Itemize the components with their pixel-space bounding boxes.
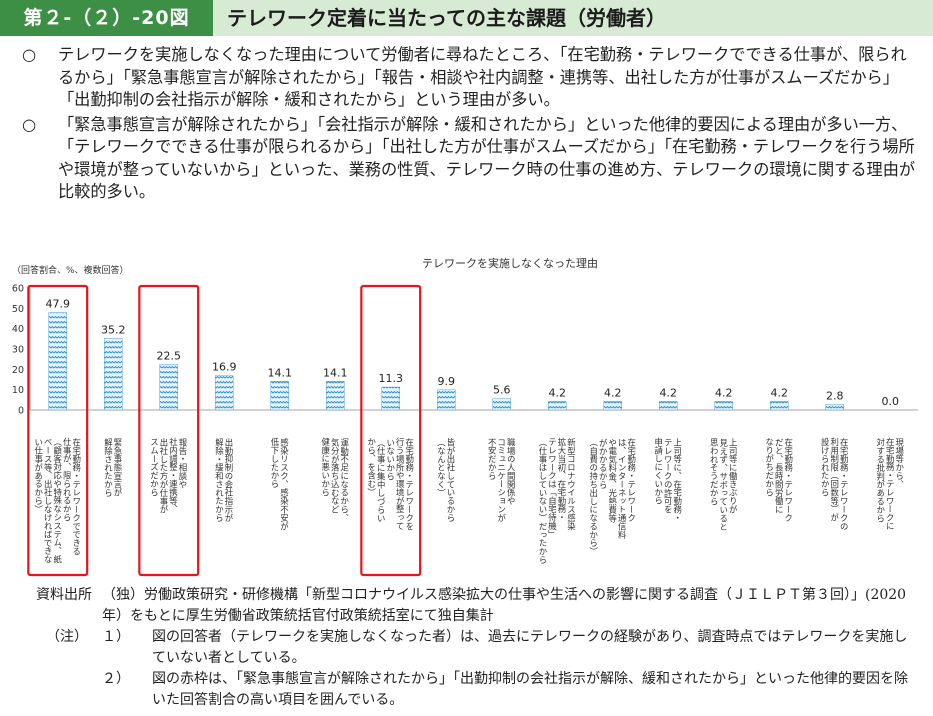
figure-title: テレワーク定着に当たっての主な課題（労働者） xyxy=(213,0,933,36)
value-label: 22.5 xyxy=(157,349,182,362)
value-label: 4.2 xyxy=(771,386,789,399)
bar xyxy=(381,386,400,411)
value-label: 14.1 xyxy=(323,366,348,379)
unit-note: （回答割合、%、複数回答） xyxy=(12,264,129,276)
note-row: ２） 図の赤枠は、「緊急事態宣言が解除されたから」「出勤抑制の会社指示が解除、緩… xyxy=(36,669,916,711)
category-label: 在宅勤務・テレワークの利用制限（回数等）が設けられたから xyxy=(820,437,849,530)
value-label: 5.6 xyxy=(493,384,511,397)
note-row: （注） １） 図の回答者（テレワークを実施しなくなった者）は、過去にテレワークの… xyxy=(36,627,916,669)
bar xyxy=(104,338,123,411)
highlight-box xyxy=(360,284,422,577)
bar xyxy=(215,375,234,411)
value-label: 35.2 xyxy=(101,323,126,336)
bar xyxy=(659,401,678,411)
source-text: （独）労働政策研究・研修機構「新型コロナウイルス感染拡大の仕事や生活への影響に関… xyxy=(102,587,907,624)
category-label: 感染リスク、感染不安が低下したから xyxy=(270,437,290,530)
value-label: 9.9 xyxy=(438,375,456,388)
bar xyxy=(714,401,733,411)
y-tick-label: 20 xyxy=(12,365,24,376)
bullet-item: ○ 「緊急事態宣言が解除されたから」「会社指示が解除・緩和されたから」といった他… xyxy=(22,114,917,204)
category-label: 報告・相談や社内調整・連携等、出社した方が仕事がスムーズだから xyxy=(150,437,189,513)
category-label: 在宅勤務・テレワークでできる仕事が、限られるから（顧客対応や特殊なシステム、紙ベ… xyxy=(34,437,82,564)
source-row: 資料出所 （独）労働政策研究・研修機構「新型コロナウイルス感染拡大の仕事や生活へ… xyxy=(36,585,916,627)
chart-title: テレワークを実施しなくなった理由 xyxy=(422,256,598,270)
source-head: 資料出所 xyxy=(36,587,92,603)
y-tick-label: 60 xyxy=(12,284,24,295)
bar xyxy=(770,401,789,411)
category-label: 在宅勤務・テレワークは、インターネット通信料や電気料金、光熱費等がかかるから（自… xyxy=(589,437,637,555)
value-label: 14.1 xyxy=(268,366,293,379)
bar xyxy=(492,398,511,411)
value-label: 4.2 xyxy=(660,386,678,399)
y-tick-label: 0 xyxy=(18,406,24,417)
category-label: 在宅勤務・テレワークを行う場所や環境が整っていないから（仕事に集中しづらいから、… xyxy=(367,437,415,530)
category-label: 出勤抑制の会社指示が解除・緩和されたから xyxy=(215,437,235,522)
value-label: 47.9 xyxy=(46,298,71,311)
bullet-text: 「緊急事態宣言が解除されたから」「会社指示が解除・緩和されたから」といった他律的… xyxy=(58,114,916,202)
value-label: 4.2 xyxy=(549,386,567,399)
highlight-box xyxy=(138,284,200,577)
bullet-text: テレワークを実施しなくなった理由について労働者に尋ねたところ、「在宅勤務・テレワ… xyxy=(58,45,907,109)
bullet-item: ○ テレワークを実施しなくなった理由について労働者に尋ねたところ、「在宅勤務・テ… xyxy=(22,44,917,112)
bar xyxy=(270,381,289,411)
highlight-box xyxy=(27,284,89,577)
value-label: 4.2 xyxy=(715,386,733,399)
bar xyxy=(326,381,345,411)
category-label: 緊急事態宣言が解除されたから xyxy=(104,437,124,496)
source-notes: 資料出所 （独）労働政策研究・研修機構「新型コロナウイルス感染拡大の仕事や生活へ… xyxy=(36,585,916,711)
bar-chart: テレワークを実施しなくなった理由 （回答割合、%、複数回答） 0 10 20 30 40 50… xyxy=(12,256,918,577)
bar xyxy=(48,312,67,411)
value-label: 0.0 xyxy=(882,395,900,408)
bar xyxy=(548,401,567,411)
note-text: 図の赤枠は、「緊急事態宣言が解除されたから」「出勤抑制の会社指示が解除、緩和され… xyxy=(152,671,908,708)
category-label: 現場等から、在宅勤務・テレワークに対する批判があるから xyxy=(876,437,905,530)
y-tick-label: 10 xyxy=(12,385,24,396)
summary-bullets: ○ テレワークを実施しなくなった理由について労働者に尋ねたところ、「在宅勤務・テ… xyxy=(22,44,917,206)
category-label: 皆が出社しているから（なんとなく） xyxy=(437,438,457,522)
category-label: 在宅勤務・テレワークだと、長時間労働になりがちだから xyxy=(765,437,794,522)
figure-number: 第２-（２）-20図 xyxy=(0,0,213,36)
bar xyxy=(437,389,456,411)
notes-head: （注） xyxy=(46,629,88,645)
figure-header: 第２-（２）-20図 テレワーク定着に当たっての主な課題（労働者） xyxy=(0,0,933,36)
bar xyxy=(825,404,844,411)
category-label: 運動不足になるから、気分が落ち込むなど健康に悪いから xyxy=(321,437,350,522)
value-label: 16.9 xyxy=(212,361,237,374)
category-label: 新型コロナウイルス感染拡大当初、在宅勤務・テレワークは「自宅待機」（仕事はしてい… xyxy=(538,437,577,563)
y-tick-label: 40 xyxy=(12,324,24,335)
bar xyxy=(159,364,178,411)
value-label: 2.8 xyxy=(826,389,844,402)
value-label: 4.2 xyxy=(604,386,622,399)
bar xyxy=(603,401,622,411)
bullet-mark: ○ xyxy=(22,114,37,134)
category-label: 上司等に働きぶりが見えず、サボっていると思われそうだから xyxy=(709,438,738,530)
note-number: １） xyxy=(102,629,130,645)
note-text: 図の回答者（テレワークを実施しなくなった者）は、過去にテレワークの経験があり、調… xyxy=(152,629,908,666)
note-number: ２） xyxy=(102,671,130,687)
category-label: 上司等に、在宅勤務・テレワークの許可を申請しにくいから xyxy=(654,437,683,522)
y-tick-label: 50 xyxy=(12,304,24,315)
bullet-mark: ○ xyxy=(22,45,37,64)
y-tick-label: 30 xyxy=(12,345,24,356)
value-label: 11.3 xyxy=(379,372,404,385)
category-label: 職場の人間関係やコミュニケーションが不安だから xyxy=(487,438,516,522)
